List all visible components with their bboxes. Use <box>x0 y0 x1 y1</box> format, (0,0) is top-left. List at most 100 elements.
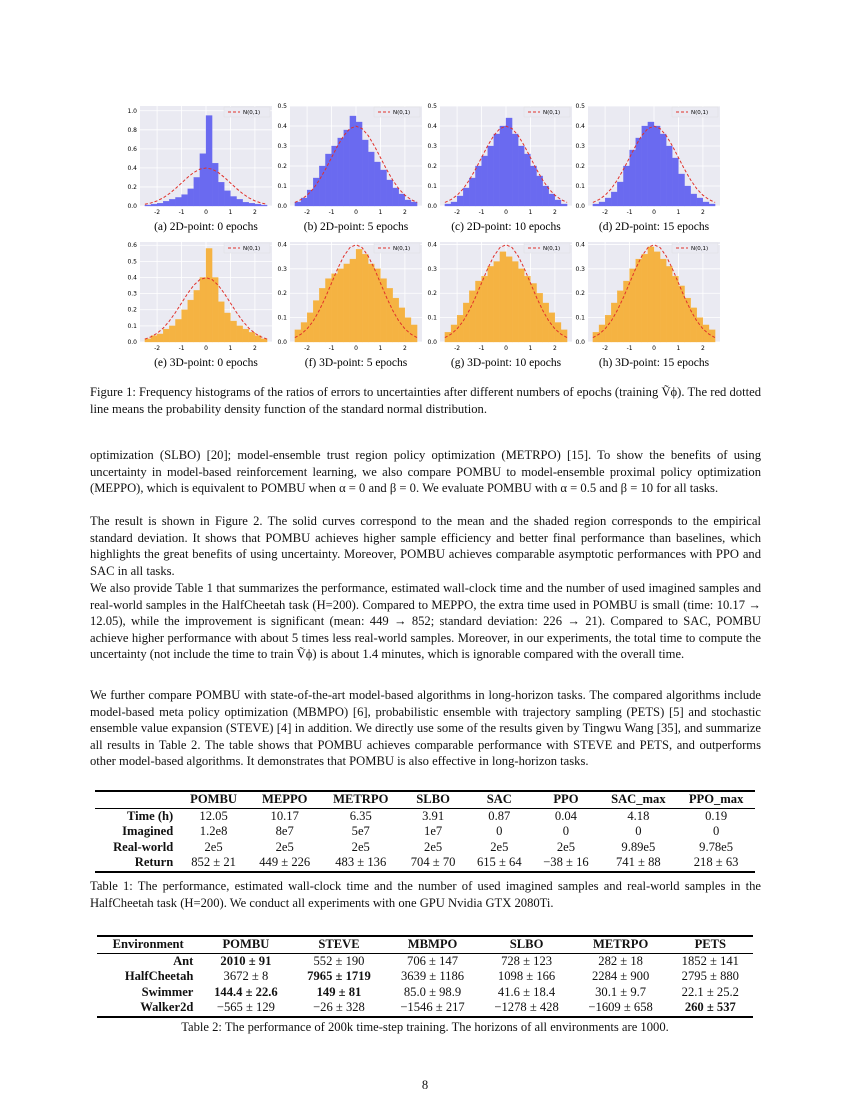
cell: 706 ± 147 <box>407 953 459 968</box>
bar <box>355 121 363 207</box>
bar <box>361 254 369 343</box>
row-label: Imagined <box>122 824 174 838</box>
x-tick-label: 2 <box>403 345 407 352</box>
bar <box>410 324 418 343</box>
bar <box>635 137 642 207</box>
row: Walker2d −565 ± 129 −26 ± 328 −1546 ± 217 −1… <box>97 1000 753 1017</box>
bar <box>230 196 237 207</box>
bar <box>294 201 302 207</box>
bar <box>175 197 182 207</box>
bar <box>560 329 568 343</box>
bar <box>684 297 691 343</box>
bar <box>469 177 476 207</box>
bar <box>690 193 697 207</box>
x-tick-label: 2 <box>253 345 257 352</box>
subfigure-caption: (g) 3D-point: 10 epochs <box>451 357 562 369</box>
subfigure-caption: (a) 2D-point: 0 epochs <box>154 221 258 233</box>
cell: 2010 ± 91 <box>220 953 272 968</box>
cell: 8e7 <box>275 824 294 838</box>
x-tick-label: 0 <box>354 209 358 216</box>
bar <box>343 129 351 207</box>
y-tick-label: 0.4 <box>427 241 437 248</box>
bar <box>199 153 207 207</box>
bar <box>511 261 519 343</box>
x-tick-label: -1 <box>329 209 335 216</box>
cell: 0 <box>635 824 642 838</box>
bar <box>386 179 393 207</box>
bar <box>598 324 606 343</box>
bar <box>641 125 649 207</box>
legend-box <box>671 106 719 118</box>
legend-box <box>373 106 421 118</box>
bar <box>493 261 501 343</box>
y-tick-label: 0.4 <box>575 123 585 130</box>
x-tick-label: -1 <box>179 345 185 352</box>
bar <box>386 288 393 343</box>
y-tick-label: 0.2 <box>127 184 137 191</box>
cell: 0.87 <box>488 808 511 823</box>
bar <box>499 125 507 207</box>
cell: 10.17 <box>270 808 299 823</box>
y-tick-label: 0.3 <box>277 143 287 150</box>
bar <box>404 317 412 343</box>
header-cell: MEPPO <box>247 791 322 809</box>
x-tick-label: 2 <box>701 209 705 216</box>
bar <box>493 133 501 207</box>
bar <box>156 333 164 343</box>
bar <box>611 191 618 207</box>
cell: 449 ± 226 <box>259 855 311 869</box>
cell: 3672 ± 8 <box>223 969 269 983</box>
bar <box>653 251 661 343</box>
bar <box>236 199 243 207</box>
legend-box <box>223 242 271 254</box>
legend-label: N(0,1) <box>543 246 560 252</box>
bar <box>653 125 661 207</box>
subfigure-caption: (c) 2D-point: 10 epochs <box>451 221 561 233</box>
bar <box>481 275 488 343</box>
y-tick-label: 0.3 <box>575 266 585 273</box>
cell: 1e7 <box>424 824 443 838</box>
cell: 0.19 <box>705 808 728 823</box>
header-cell: SLBO <box>400 791 467 809</box>
paragraph: The result is shown in Figure 2. The sol… <box>90 514 761 578</box>
y-tick-label: 0.6 <box>127 242 137 249</box>
y-tick-label: 1.0 <box>127 108 137 115</box>
cell: 2e5 <box>275 839 294 854</box>
bar <box>211 162 219 207</box>
bar <box>604 197 612 207</box>
bar <box>169 325 176 343</box>
row: Time (h) 12.05 10.17 6.35 3.91 0.87 0.04 4.18 0.… <box>95 808 755 824</box>
bar <box>641 254 649 343</box>
bar <box>684 185 691 207</box>
cell: 2e5 <box>556 839 576 854</box>
row: HalfCheetah 3672 ± 8 7965 ± 1719 3639 ± 118… <box>97 969 753 985</box>
bar <box>702 201 710 207</box>
cell: 149 ± 81 <box>316 984 362 999</box>
cell: 12.05 <box>199 808 228 823</box>
bar <box>560 203 568 207</box>
bar <box>169 199 176 207</box>
cell: 483 ± 136 <box>335 855 387 869</box>
bar <box>224 312 231 343</box>
cell: −1546 ± 217 <box>400 1000 465 1014</box>
bar <box>319 165 326 207</box>
y-tick-label: 0.5 <box>575 103 585 110</box>
bar <box>398 193 406 207</box>
x-tick-label: -2 <box>154 345 160 352</box>
y-tick-label: 0.3 <box>575 143 585 150</box>
cell: 0 <box>562 824 570 838</box>
bar <box>175 319 182 343</box>
cell: 3639 ± 1186 <box>400 969 465 983</box>
y-tick-label: 0.2 <box>427 163 437 170</box>
x-tick-label: 2 <box>403 209 407 216</box>
cell: 22.1 ± 25.2 <box>681 984 739 999</box>
bar <box>349 115 357 207</box>
cell: 218 ± 63 <box>693 855 739 869</box>
y-tick-label: 0.1 <box>127 323 137 330</box>
y-tick-label: 0.2 <box>277 163 287 170</box>
row-label: Swimmer <box>141 984 194 999</box>
paragraph: We further compare POMBU with state-of-t… <box>90 688 761 769</box>
subfigure-caption: (h) 3D-point: 15 epochs <box>599 357 710 369</box>
subfigure-caption: (b) 2D-point: 5 epochs <box>304 221 409 233</box>
bar <box>337 268 344 343</box>
